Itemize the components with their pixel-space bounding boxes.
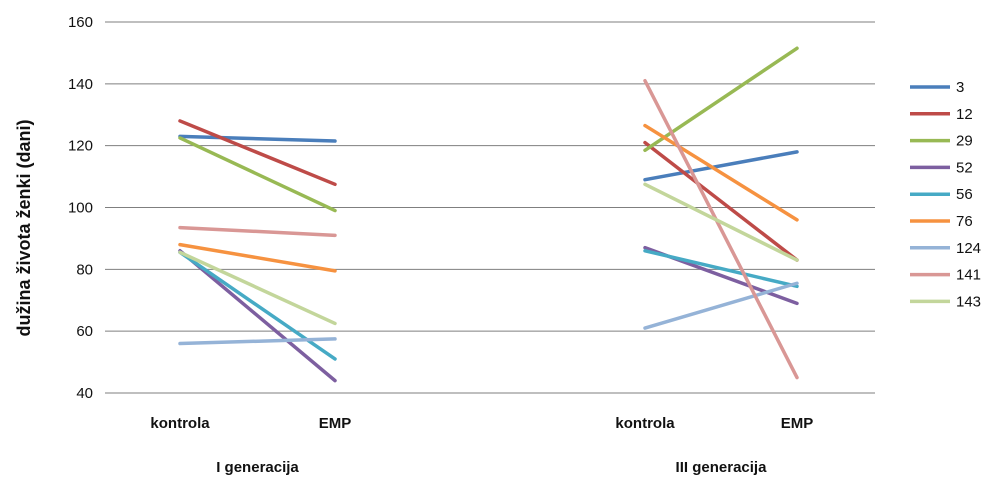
legend: 3 12 29 52 56 76 124 141 143 xyxy=(910,79,981,310)
y-tick-label: 40 xyxy=(76,385,93,402)
y-tick-label: 120 xyxy=(68,138,93,155)
series-line-141-III-generacija xyxy=(643,78,799,380)
y-tick-label: 100 xyxy=(68,200,93,217)
series-line-3-I-generacija xyxy=(178,134,337,143)
series-line-3-III-generacija xyxy=(643,150,799,182)
series-line-124-III-generacija xyxy=(643,281,799,330)
x-group-labels: I generacija III generacija xyxy=(216,459,767,476)
y-tick-label: 160 xyxy=(68,14,93,31)
legend-label-52: 52 xyxy=(956,159,973,176)
x-category-labels: kontrola EMP kontrola EMP xyxy=(150,415,813,432)
series-line-56-III-generacija xyxy=(643,249,799,289)
legend-label-124: 124 xyxy=(956,240,981,257)
y-tick-labels: 40 60 80 100 120 140 160 xyxy=(68,14,93,402)
legend-label-141: 141 xyxy=(956,267,981,284)
x-category-label: kontrola xyxy=(150,415,210,432)
series-line-124-I-generacija xyxy=(178,337,337,346)
series-line-29-III-generacija xyxy=(643,46,799,153)
series-lines xyxy=(178,46,799,383)
y-tick-label: 140 xyxy=(68,76,93,93)
x-group-label: I generacija xyxy=(216,459,299,476)
legend-label-29: 29 xyxy=(956,133,973,150)
legend-label-143: 143 xyxy=(956,293,981,310)
legend-label-76: 76 xyxy=(956,213,973,230)
legend-label-12: 12 xyxy=(956,106,973,123)
series-line-141-I-generacija xyxy=(178,225,337,238)
y-axis-label: dužina života ženki (dani) xyxy=(14,119,34,336)
series-line-143-I-generacija xyxy=(178,250,337,326)
x-category-label: kontrola xyxy=(615,415,675,432)
series-line-76-I-generacija xyxy=(178,242,337,273)
series-line-12-III-generacija xyxy=(643,140,799,262)
x-category-label: EMP xyxy=(781,415,814,432)
series-line-76-III-generacija xyxy=(643,123,799,222)
x-group-label: III generacija xyxy=(676,459,768,476)
x-category-label: EMP xyxy=(319,415,352,432)
y-tick-label: 80 xyxy=(76,261,93,278)
series-line-52-I-generacija xyxy=(178,249,337,383)
gridlines xyxy=(105,21,875,394)
series-line-12-I-generacija xyxy=(178,119,337,187)
y-tick-label: 60 xyxy=(76,323,93,340)
legend-label-3: 3 xyxy=(956,79,964,96)
series-line-29-I-generacija xyxy=(178,136,337,213)
legend-label-56: 56 xyxy=(956,186,973,203)
series-line-143-III-generacija xyxy=(643,182,799,262)
